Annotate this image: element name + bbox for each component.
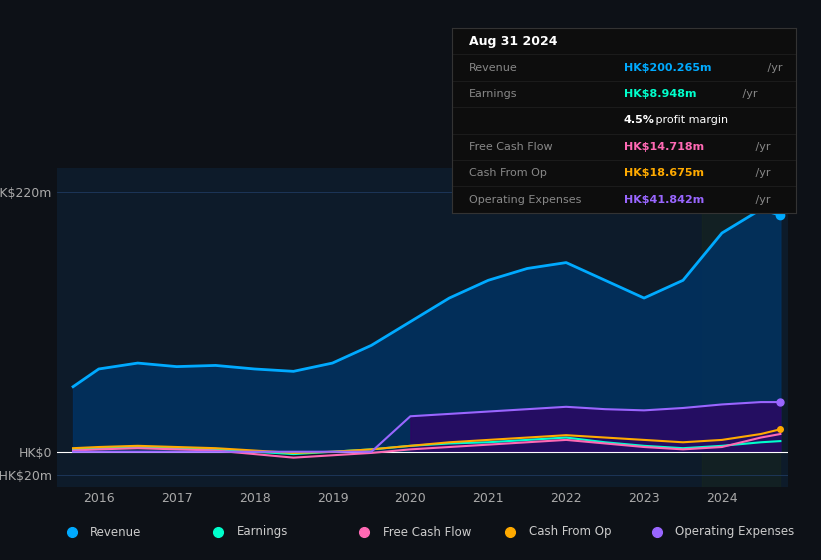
Text: Free Cash Flow: Free Cash Flow [383, 525, 471, 539]
Text: Revenue: Revenue [90, 525, 142, 539]
Text: Operating Expenses: Operating Expenses [469, 195, 581, 204]
Text: Earnings: Earnings [236, 525, 288, 539]
Text: /yr: /yr [751, 142, 770, 152]
Text: /yr: /yr [764, 63, 782, 73]
Text: Revenue: Revenue [469, 63, 517, 73]
Text: /yr: /yr [751, 195, 770, 204]
Text: Aug 31 2024: Aug 31 2024 [469, 35, 557, 48]
Text: /yr: /yr [739, 89, 757, 99]
Text: 4.5%: 4.5% [624, 115, 655, 125]
Text: HK$8.948m: HK$8.948m [624, 89, 696, 99]
Bar [703, 168, 781, 487]
Text: HK$41.842m: HK$41.842m [624, 195, 704, 204]
Text: Cash From Op: Cash From Op [529, 525, 612, 539]
Text: Earnings: Earnings [469, 89, 517, 99]
Text: profit margin: profit margin [652, 115, 727, 125]
Text: /yr: /yr [751, 168, 770, 178]
Text: Cash From Op: Cash From Op [469, 168, 547, 178]
Text: Free Cash Flow: Free Cash Flow [469, 142, 553, 152]
Text: Operating Expenses: Operating Expenses [675, 525, 794, 539]
Text: HK$18.675m: HK$18.675m [624, 168, 704, 178]
Text: HK$200.265m: HK$200.265m [624, 63, 712, 73]
Text: HK$14.718m: HK$14.718m [624, 142, 704, 152]
